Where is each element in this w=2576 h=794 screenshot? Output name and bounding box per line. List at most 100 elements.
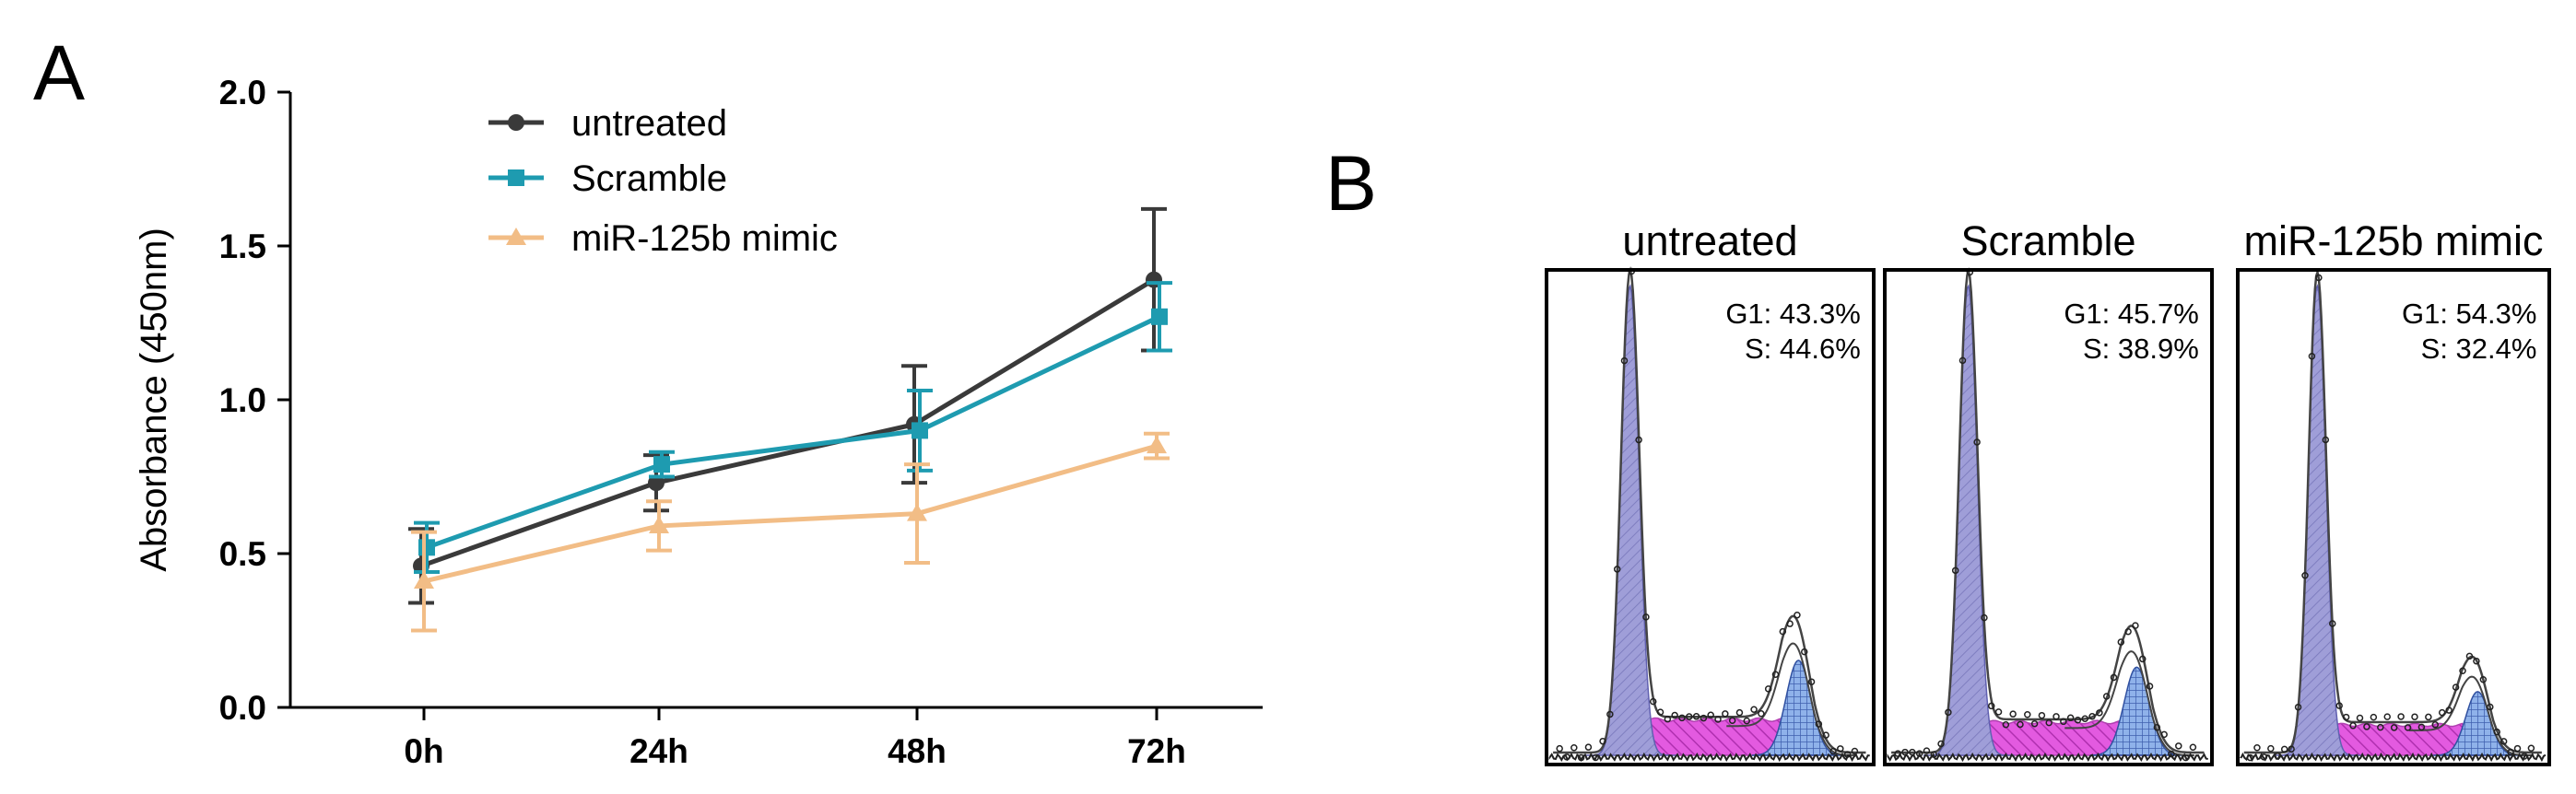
histogram-point <box>2280 745 2288 753</box>
y-tick-label: 1.0 <box>219 381 266 419</box>
data-point <box>907 503 927 521</box>
legend-label: miR-125b mimic <box>571 218 838 259</box>
histogram-point <box>2315 274 2323 282</box>
histogram-point <box>1714 716 1722 723</box>
histogram-point <box>1613 566 1621 573</box>
histogram-point <box>2146 683 2154 690</box>
histogram-point <box>2102 693 2111 700</box>
histogram-point <box>2513 744 2522 753</box>
histogram-point <box>1722 710 1729 718</box>
histogram-point <box>2045 718 2053 727</box>
legend-marker <box>506 228 526 245</box>
histogram-point <box>2117 638 2125 646</box>
y-tick-label: 2.0 <box>219 74 266 111</box>
x-tick-label: 72h <box>1127 732 1186 770</box>
histogram-point <box>2438 708 2446 717</box>
histogram-point <box>1779 627 1787 636</box>
g2-peak <box>2433 691 2524 756</box>
panel-b-label: B <box>1325 140 1377 227</box>
histogram-point <box>2431 721 2440 729</box>
histogram-point <box>1987 702 1995 710</box>
histogram-point <box>1807 678 1816 685</box>
histogram-frame <box>1545 268 1876 766</box>
histogram-point <box>1764 685 1772 693</box>
histogram-point <box>1794 611 1801 619</box>
histogram-point <box>2465 652 2474 660</box>
histogram-point <box>1994 708 2003 716</box>
histogram-point <box>1584 743 1593 751</box>
histogram-point <box>2363 723 2370 730</box>
histogram-point <box>1692 713 1700 720</box>
histogram-3: miR-125b mimic G1: 54.3%S: 32.4% <box>2236 217 2551 766</box>
histogram-point <box>1923 747 1931 754</box>
fitted-curve <box>2243 267 2542 754</box>
histogram-point <box>2356 714 2364 722</box>
line-chart: Absorbance (450nm) 0.0 0.5 1.0 1.5 2.0 0h 24h… <box>134 74 1263 770</box>
s-percentage: S: 38.9% <box>2083 333 2199 365</box>
series-scramble <box>414 281 1172 575</box>
histogram-point <box>2267 744 2275 753</box>
histogram-point <box>2096 709 2103 717</box>
fitted-curve-inner <box>2064 650 2194 756</box>
histogram-point <box>2301 572 2309 579</box>
histogram-point <box>2417 723 2426 731</box>
histogram-point <box>2074 716 2082 724</box>
histogram-point <box>2288 745 2295 753</box>
x-axis: 0h 24h 48h 72h <box>404 707 1186 770</box>
x-tick-label: 48h <box>888 732 947 770</box>
histogram-point <box>1664 715 1672 723</box>
histogram-point <box>2308 352 2316 360</box>
histogram-point <box>2329 620 2336 627</box>
series-line <box>423 443 1158 584</box>
histogram-point <box>2452 683 2460 691</box>
data-point <box>1151 308 1168 325</box>
histogram-point <box>1829 747 1837 755</box>
histogram-title: Scramble <box>1960 217 2135 264</box>
legend: untreated Scramble miR-125b mimic <box>488 103 838 259</box>
histogram-point <box>2053 713 2060 720</box>
x-tick-label: 24h <box>629 732 688 770</box>
s-percentage: S: 32.4% <box>2421 333 2537 365</box>
data-point <box>418 539 435 556</box>
histogram-point <box>2110 673 2118 682</box>
data-point <box>1147 436 1167 454</box>
histogram-point <box>1822 731 1829 739</box>
histogram-point <box>1642 613 1650 621</box>
histogram-point <box>2527 744 2535 753</box>
baseline <box>2240 752 2547 763</box>
y-tick-label: 0.0 <box>219 689 266 727</box>
y-tick-label: 0.5 <box>219 535 266 573</box>
legend-marker <box>508 114 524 131</box>
histogram-point <box>1800 648 1808 656</box>
histogram-point <box>1735 708 1744 717</box>
histogram-point <box>1686 713 1693 720</box>
fitted-curve <box>1891 266 2205 754</box>
histogram-title: miR-125b mimic <box>2243 217 2543 264</box>
histogram-point <box>1656 708 1664 716</box>
histogram-point <box>2390 724 2398 731</box>
histogram-point <box>1678 714 1686 722</box>
histogram-point <box>1786 620 1794 627</box>
cell-cycle-histograms: untreated G1: 43.3%S: 44.6% Scramble G1: 45… <box>1545 217 2551 766</box>
histogram-point <box>2479 675 2488 683</box>
x-tick-label: 0h <box>404 732 443 770</box>
histogram-point <box>1599 737 1606 745</box>
histogram-point <box>1981 613 1988 622</box>
y-axis-title: Absorbance (450nm) <box>134 228 174 572</box>
panel-a-label: A <box>33 29 85 116</box>
histogram-point <box>2404 724 2412 731</box>
histogram-point <box>1851 747 1859 755</box>
histogram-point <box>2397 713 2405 720</box>
histogram-point <box>2377 723 2384 731</box>
baseline <box>1548 752 1870 763</box>
histogram-point <box>2132 622 2139 629</box>
histogram-point <box>2349 722 2357 730</box>
histogram-point <box>2066 714 2075 722</box>
data-point <box>414 571 434 590</box>
histogram-point <box>1743 717 1751 725</box>
histogram-point <box>2487 703 2494 711</box>
s-percentage: S: 44.6% <box>1745 333 1861 365</box>
histogram-title: untreated <box>1622 217 1797 264</box>
series-layer <box>408 206 1172 633</box>
